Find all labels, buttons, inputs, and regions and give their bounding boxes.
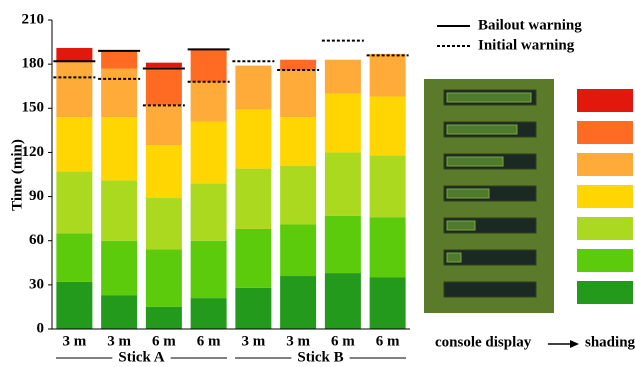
bar-segment: [370, 54, 406, 97]
bar-segment: [56, 117, 92, 171]
console-fill: [447, 157, 503, 166]
y-tick-label: 150: [22, 100, 45, 116]
bar-segment: [191, 298, 227, 329]
bar-segment: [146, 307, 182, 329]
shading-swatch: [577, 153, 633, 176]
bar-segment: [56, 172, 92, 234]
bar-segment: [280, 225, 316, 277]
bar-segment: [370, 97, 406, 156]
x-tick-label: 6 m: [197, 333, 221, 349]
bar-segment: [370, 278, 406, 330]
bar-segment: [146, 105, 182, 145]
shading-swatch: [577, 281, 633, 304]
bar-segment: [325, 216, 361, 273]
shading-swatch: [577, 121, 633, 144]
shading-caption: shading: [585, 334, 635, 350]
panel-caption: console display: [435, 334, 532, 350]
bar-segment: [101, 69, 137, 118]
bar-segment: [370, 217, 406, 277]
bar-segment: [280, 60, 316, 70]
y-tick-label: 120: [22, 144, 45, 160]
shading-swatch: [577, 217, 633, 240]
chart: Time (min) console display shading 03060…: [0, 0, 635, 367]
bar-segment: [101, 295, 137, 329]
bar-segment: [235, 169, 271, 229]
bar-segment: [325, 94, 361, 153]
bar-segment: [235, 66, 271, 110]
x-tick-label: 6 m: [152, 333, 176, 349]
bar-segment: [101, 241, 137, 295]
group-label: Stick B: [297, 349, 343, 365]
bar-segment: [146, 145, 182, 198]
bar-segment: [325, 152, 361, 215]
console-slot: [444, 282, 536, 297]
bar-segment: [101, 117, 137, 180]
console-fill: [447, 125, 517, 134]
bar-segment: [280, 276, 316, 329]
x-tick-label: 6 m: [331, 333, 355, 349]
bar-segment: [56, 233, 92, 282]
y-tick-label: 180: [22, 56, 45, 72]
bar-segment: [235, 288, 271, 329]
shading-swatch: [577, 185, 633, 208]
y-tick-label: 30: [29, 276, 44, 292]
y-tick-label: 90: [29, 188, 44, 204]
x-tick-label: 3 m: [286, 333, 310, 349]
bar-segment: [101, 51, 137, 69]
console-fill: [447, 93, 531, 102]
x-tick-label: 3 m: [242, 333, 266, 349]
bar-segment: [146, 63, 182, 67]
arrow-head: [570, 340, 579, 348]
x-tick-label: 6 m: [376, 333, 400, 349]
shading-swatch: [577, 249, 633, 272]
bar-segment: [280, 70, 316, 117]
x-tick-label: 3 m: [107, 333, 131, 349]
bar-segment: [191, 122, 227, 184]
legend-label: Bailout warning: [478, 17, 582, 33]
bar-segment: [101, 180, 137, 240]
bar-segment: [235, 229, 271, 288]
console-panel: [424, 79, 554, 313]
bar-segment: [191, 183, 227, 240]
bar-segment: [191, 49, 227, 81]
x-tick-label: 3 m: [63, 333, 87, 349]
bar-segment: [280, 117, 316, 166]
bar-segment: [325, 60, 361, 94]
bar-segment: [191, 241, 227, 298]
legend-label: Initial warning: [478, 37, 575, 53]
bar-segment: [146, 250, 182, 307]
console-fill: [447, 253, 461, 262]
bar-segment: [56, 48, 92, 61]
bar-segment: [191, 82, 227, 122]
console-fill: [447, 189, 489, 198]
bar-segment: [146, 67, 182, 105]
console-fill: [447, 221, 475, 230]
bar-segment: [146, 198, 182, 250]
bar-segment: [325, 273, 361, 329]
bar-segment: [370, 155, 406, 217]
group-label: Stick A: [118, 349, 164, 365]
y-tick-label: 60: [29, 232, 44, 248]
bar-segment: [280, 166, 316, 225]
y-tick-label: 210: [22, 11, 45, 27]
bar-segment: [235, 110, 271, 169]
y-tick-label: 0: [37, 320, 45, 336]
bar-segment: [56, 61, 92, 117]
shading-swatch: [577, 89, 633, 112]
bar-segment: [56, 282, 92, 329]
